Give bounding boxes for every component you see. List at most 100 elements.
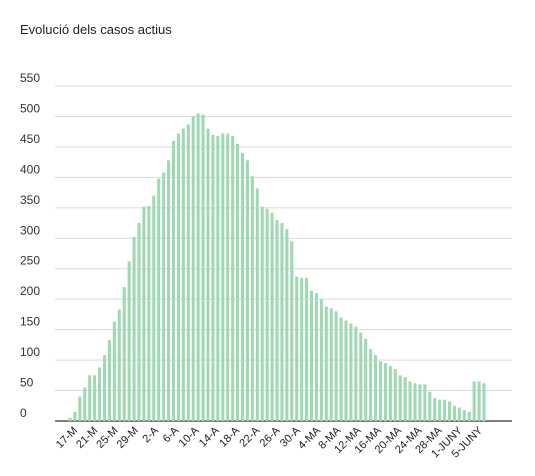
bar: [102, 355, 107, 421]
bar: [290, 241, 294, 421]
bar: [477, 381, 481, 421]
bar: [231, 135, 235, 421]
x-tick-label: 14-A: [197, 424, 222, 449]
bar: [339, 317, 343, 421]
bar: [369, 349, 373, 421]
bar: [457, 407, 461, 421]
bar: [265, 209, 269, 421]
bar: [250, 176, 254, 421]
bar: [428, 391, 432, 421]
bar: [176, 133, 180, 421]
y-tick-label: 350: [20, 193, 40, 207]
y-tick-label: 150: [20, 315, 40, 329]
bar: [359, 332, 363, 421]
bar: [186, 124, 190, 422]
bar: [171, 140, 176, 421]
bar: [255, 188, 259, 421]
bar: [181, 128, 185, 421]
y-tick-label: 500: [20, 101, 40, 115]
x-tick-label: 22-A: [237, 424, 262, 449]
bar: [275, 220, 279, 421]
x-tick-label: 25-M: [94, 425, 120, 451]
y-tick-label: 0: [20, 406, 27, 420]
x-tick-label: 21-M: [74, 425, 100, 451]
bar: [438, 399, 442, 421]
bar: [295, 276, 299, 421]
bar: [403, 377, 407, 421]
y-tick-label: 400: [20, 162, 40, 176]
bar: [211, 134, 215, 422]
bar: [107, 339, 111, 421]
bar: [433, 397, 437, 421]
bar: [93, 375, 97, 421]
bar: [467, 411, 471, 421]
bar: [452, 405, 456, 421]
y-tick-label: 450: [20, 132, 40, 146]
bar: [147, 205, 151, 421]
y-tick-label: 300: [20, 223, 40, 237]
bar: [191, 116, 195, 421]
bar: [354, 326, 358, 421]
bar: [443, 399, 447, 421]
bar: [260, 206, 264, 421]
bar: [447, 401, 452, 421]
bar: [309, 290, 314, 421]
bar: [324, 306, 328, 421]
bar: [319, 299, 323, 421]
bar: [329, 308, 333, 421]
bar: [117, 309, 121, 421]
bar: [167, 160, 171, 421]
chart-title: Evolució dels casos actius: [20, 22, 172, 37]
bar: [162, 172, 166, 421]
x-tick-label: 26-A: [258, 424, 283, 449]
bar: [127, 261, 131, 421]
bar: [157, 178, 161, 421]
bar: [152, 195, 156, 421]
bar: [305, 277, 309, 421]
bar: [349, 323, 353, 421]
bar: [201, 114, 205, 421]
bar: [300, 277, 304, 421]
x-tick-label: 17-M: [54, 425, 80, 451]
bar: [482, 383, 486, 421]
bar: [137, 223, 141, 421]
bar: [374, 355, 378, 421]
y-tick-label: 200: [20, 284, 40, 298]
bar: [418, 384, 422, 421]
x-tick-label: 10-A: [177, 424, 202, 449]
y-tick-label: 550: [20, 71, 40, 85]
bar: [206, 128, 210, 421]
bar: [83, 387, 87, 421]
bar: [383, 363, 387, 421]
bar: [344, 320, 348, 421]
bar: [226, 133, 230, 421]
bar: [216, 135, 220, 421]
bar: [122, 287, 126, 421]
y-tick-label: 50: [20, 376, 34, 390]
bar: [334, 311, 338, 421]
bar: [236, 143, 240, 422]
bar: [270, 212, 274, 421]
bar: [393, 369, 397, 421]
bar: [196, 113, 200, 421]
bar: [364, 338, 368, 421]
bar: [68, 417, 72, 421]
bar: [423, 384, 427, 421]
bar: [408, 381, 412, 421]
y-axis-ticks: 0 50 100 150 200 250 300 350 400 450 500 550: [20, 71, 40, 420]
bar: [245, 160, 249, 421]
bar: [378, 361, 383, 421]
bar: [462, 410, 466, 421]
bars: [68, 113, 486, 422]
bar: [314, 293, 318, 421]
bar: [98, 367, 102, 421]
bar: [78, 396, 82, 421]
bar: [472, 381, 476, 421]
bar: [413, 383, 417, 421]
bar: [240, 153, 245, 421]
bar: [88, 375, 92, 421]
bar: [388, 366, 392, 421]
x-tick-label: 29-M: [115, 425, 141, 451]
